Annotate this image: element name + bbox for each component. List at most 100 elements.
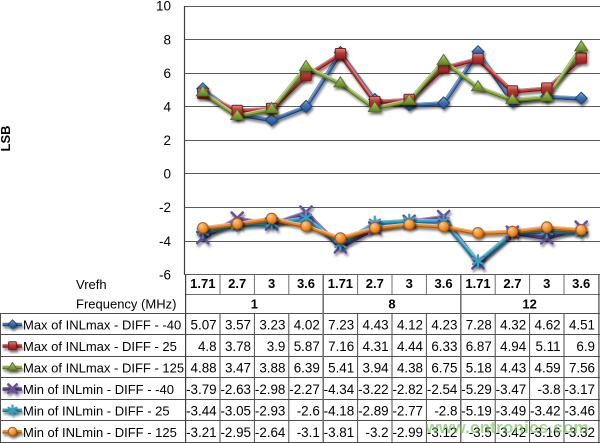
svg-text:Min of INLmin - DIFF - 25: Min of INLmin - DIFF - 25 [23, 404, 170, 419]
svg-text:4.62: 4.62 [535, 318, 561, 333]
svg-text:-4: -4 [159, 234, 171, 249]
svg-text:4.51: 4.51 [569, 318, 595, 333]
svg-text:-2: -2 [159, 200, 171, 215]
svg-text:-5.19: -5.19 [461, 404, 492, 419]
svg-text:-2.93: -2.93 [255, 404, 286, 419]
svg-text:-3.16: -3.16 [530, 425, 561, 440]
svg-text:4.8: 4.8 [198, 339, 217, 354]
svg-text:1: 1 [251, 297, 258, 312]
svg-text:2.7: 2.7 [366, 276, 384, 291]
svg-text:6.39: 6.39 [294, 361, 320, 376]
svg-text:3.88: 3.88 [259, 361, 285, 376]
svg-text:-3.32: -3.32 [564, 425, 595, 440]
svg-text:7.28: 7.28 [466, 318, 492, 333]
svg-text:3.47: 3.47 [225, 361, 251, 376]
svg-text:-2.6: -2.6 [297, 404, 320, 419]
svg-text:5.11: 5.11 [536, 339, 561, 354]
svg-text:-2.64: -2.64 [255, 425, 286, 440]
svg-text:-2.99: -2.99 [392, 425, 423, 440]
svg-text:www.cntronics.com: www.cntronics.com [425, 418, 589, 437]
svg-text:6.75: 6.75 [431, 361, 457, 376]
svg-text:2: 2 [163, 133, 171, 148]
svg-text:0: 0 [163, 167, 171, 182]
svg-text:4.32: 4.32 [500, 318, 526, 333]
svg-text:4.38: 4.38 [397, 361, 423, 376]
svg-text:-3.5: -3.5 [469, 425, 492, 440]
svg-text:7.16: 7.16 [328, 339, 354, 354]
svg-text:-2.77: -2.77 [392, 404, 423, 419]
svg-text:4.88: 4.88 [191, 361, 217, 376]
svg-text:-3.12: -3.12 [427, 425, 458, 440]
svg-text:-6: -6 [159, 267, 171, 282]
svg-text:6.87: 6.87 [466, 339, 492, 354]
svg-text:7.23: 7.23 [328, 318, 354, 333]
svg-text:3: 3 [406, 276, 413, 291]
svg-text:Max of INLmax - DIFF - 25: Max of INLmax - DIFF - 25 [23, 339, 177, 354]
svg-text:Min of INLmin - DIFF - -40: Min of INLmin - DIFF - -40 [23, 382, 174, 397]
svg-text:3.9: 3.9 [267, 339, 286, 354]
svg-text:-3.17: -3.17 [564, 382, 595, 397]
svg-text:12: 12 [522, 297, 536, 312]
svg-text:5.41: 5.41 [328, 361, 354, 376]
svg-text:2.7: 2.7 [503, 276, 521, 291]
svg-text:-3.81: -3.81 [324, 425, 355, 440]
svg-text:-3.2: -3.2 [366, 425, 389, 440]
svg-text:-2.98: -2.98 [255, 382, 286, 397]
svg-text:-5.29: -5.29 [461, 382, 492, 397]
svg-text:1.71: 1.71 [190, 276, 215, 291]
svg-text:8: 8 [388, 297, 395, 312]
svg-text:3.6: 3.6 [572, 276, 590, 291]
svg-text:LSB: LSB [0, 126, 13, 152]
svg-text:Max of INLmax - DIFF - 125: Max of INLmax - DIFF - 125 [23, 361, 184, 376]
svg-text:-3.22: -3.22 [358, 382, 389, 397]
svg-text:-2.95: -2.95 [220, 425, 251, 440]
svg-text:-3.42: -3.42 [496, 425, 527, 440]
svg-text:-2.8: -2.8 [434, 404, 457, 419]
svg-text:4.44: 4.44 [397, 339, 424, 354]
svg-text:3.6: 3.6 [435, 276, 453, 291]
svg-text:-3.1: -3.1 [297, 425, 320, 440]
svg-text:3.78: 3.78 [225, 339, 251, 354]
svg-text:6: 6 [163, 66, 171, 81]
svg-text:-3.79: -3.79 [186, 382, 217, 397]
svg-text:6.9: 6.9 [576, 339, 595, 354]
svg-text:-3.05: -3.05 [220, 404, 251, 419]
svg-text:1.71: 1.71 [465, 276, 490, 291]
svg-text:4.31: 4.31 [363, 339, 389, 354]
svg-text:4.02: 4.02 [294, 318, 320, 333]
svg-text:5.07: 5.07 [191, 318, 217, 333]
svg-text:-2.54: -2.54 [427, 382, 458, 397]
svg-text:-2.82: -2.82 [392, 382, 423, 397]
svg-text:Min of INLmin - DIFF - 125: Min of INLmin - DIFF - 125 [23, 425, 177, 440]
svg-text:4.94: 4.94 [500, 339, 527, 354]
svg-text:4: 4 [163, 100, 171, 115]
svg-text:4.23: 4.23 [431, 318, 457, 333]
svg-text:3.57: 3.57 [225, 318, 251, 333]
svg-text:3.23: 3.23 [259, 318, 285, 333]
svg-text:-3.46: -3.46 [564, 404, 595, 419]
svg-text:-3.8: -3.8 [538, 382, 561, 397]
svg-text:3: 3 [268, 276, 275, 291]
svg-text:3.6: 3.6 [297, 276, 315, 291]
svg-text:4.12: 4.12 [397, 318, 423, 333]
svg-text:-4.34: -4.34 [324, 382, 355, 397]
svg-text:-3.44: -3.44 [186, 404, 217, 419]
svg-text:5.87: 5.87 [294, 339, 320, 354]
svg-text:6.33: 6.33 [431, 339, 457, 354]
svg-text:-3.49: -3.49 [496, 404, 527, 419]
svg-text:-2.89: -2.89 [358, 404, 389, 419]
svg-text:4.43: 4.43 [363, 318, 389, 333]
svg-text:4.59: 4.59 [535, 361, 561, 376]
svg-text:-3.21: -3.21 [186, 425, 217, 440]
svg-text:5.18: 5.18 [466, 361, 492, 376]
svg-text:Frequency (MHz): Frequency (MHz) [76, 297, 176, 312]
svg-text:1.71: 1.71 [328, 276, 353, 291]
svg-text:2.7: 2.7 [228, 276, 246, 291]
svg-text:7.56: 7.56 [569, 361, 595, 376]
svg-text:-2.27: -2.27 [289, 382, 320, 397]
svg-text:Vrefh: Vrefh [76, 277, 107, 292]
svg-text:-4.18: -4.18 [324, 404, 355, 419]
svg-text:3: 3 [543, 276, 550, 291]
svg-text:4.43: 4.43 [500, 361, 526, 376]
svg-text:-3.47: -3.47 [496, 382, 527, 397]
